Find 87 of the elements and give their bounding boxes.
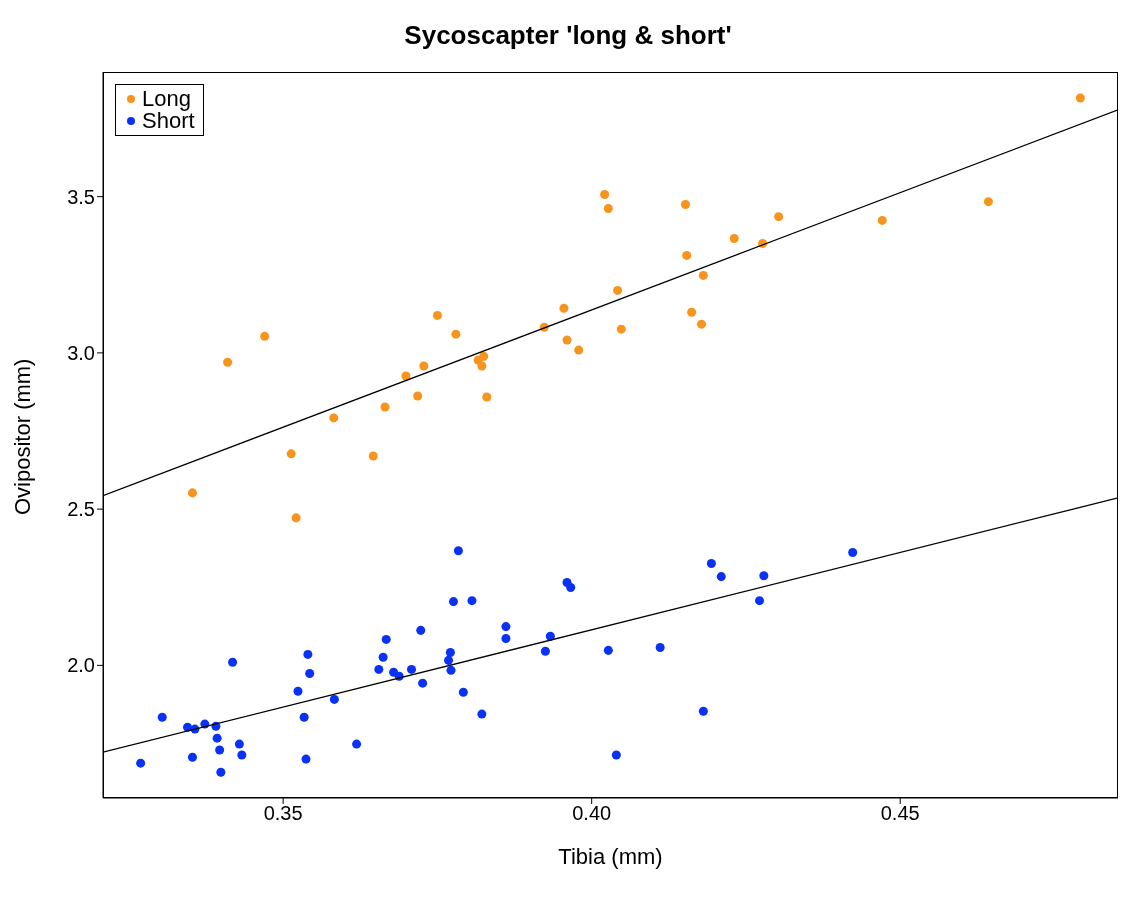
y-tick-label: 3.5 (67, 185, 95, 208)
point (562, 335, 572, 345)
x-tick-label: 0.45 (880, 802, 920, 825)
point (540, 646, 550, 656)
point (467, 596, 477, 606)
point (407, 664, 417, 674)
point (234, 739, 244, 749)
point (545, 631, 555, 641)
point (477, 361, 487, 371)
point (293, 686, 303, 696)
point (286, 449, 296, 459)
point (983, 197, 993, 207)
point (616, 324, 626, 334)
point (603, 204, 613, 214)
point (501, 633, 511, 643)
point (378, 652, 388, 662)
point (416, 625, 426, 635)
point (187, 752, 197, 762)
point (479, 351, 489, 361)
point (446, 665, 456, 675)
point (682, 250, 692, 260)
point (451, 329, 461, 339)
point (413, 391, 423, 401)
point (611, 750, 621, 760)
point (501, 622, 511, 632)
point (419, 361, 429, 371)
point (237, 750, 247, 760)
point (157, 712, 167, 722)
point (381, 634, 391, 644)
point (187, 488, 197, 498)
point (374, 664, 384, 674)
point (877, 215, 887, 225)
point (216, 767, 226, 777)
point (223, 357, 233, 367)
point (444, 655, 454, 665)
point (729, 234, 739, 244)
point (448, 597, 458, 607)
point (352, 739, 362, 749)
point (559, 303, 569, 313)
point (477, 709, 487, 719)
point (418, 678, 428, 688)
point (136, 758, 146, 768)
point (600, 189, 610, 199)
point (458, 687, 468, 697)
y-tick-label: 2.0 (67, 654, 95, 677)
point (774, 212, 784, 222)
point (212, 733, 222, 743)
point (848, 548, 858, 558)
point (301, 754, 311, 764)
point (291, 513, 301, 523)
y-axis-title: Ovipositor (mm) (9, 358, 35, 515)
point (445, 648, 455, 658)
point (228, 657, 238, 667)
point (698, 270, 708, 280)
point (706, 558, 716, 568)
point (305, 668, 315, 678)
point (759, 571, 769, 581)
y-tick-label: 3.0 (67, 342, 95, 364)
point (303, 649, 313, 659)
point (613, 285, 623, 295)
point (566, 583, 576, 593)
chart-title: Sycoscapter 'long & short' (403, 20, 733, 50)
point (574, 345, 584, 355)
point (716, 572, 726, 582)
point (755, 596, 765, 606)
x-axis-title: Tibia (mm) (558, 844, 663, 869)
point (1075, 93, 1085, 103)
point (680, 199, 690, 209)
point (655, 643, 665, 653)
point (329, 694, 339, 704)
point (603, 645, 613, 655)
x-tick-label: 0.40 (572, 802, 612, 825)
point (260, 331, 270, 341)
point (368, 451, 378, 461)
point (380, 402, 390, 412)
point (329, 413, 339, 423)
x-tick-label: 0.35 (263, 802, 303, 825)
point (698, 706, 708, 716)
point (482, 392, 492, 402)
y-tick-label: 2.5 (67, 498, 95, 521)
point (687, 307, 697, 317)
point (432, 310, 442, 320)
point (299, 712, 309, 722)
point (697, 319, 707, 329)
point (215, 745, 225, 755)
legend-label: Long (142, 86, 191, 111)
point (453, 546, 463, 556)
